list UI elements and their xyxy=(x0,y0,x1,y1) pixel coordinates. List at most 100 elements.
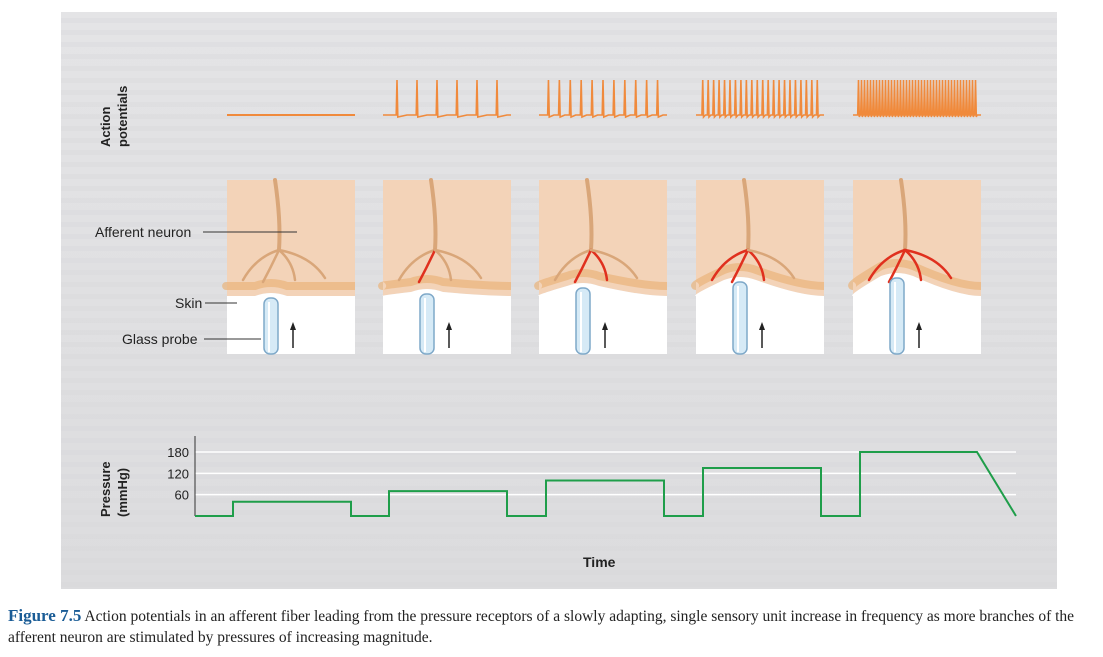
band xyxy=(61,138,1057,143)
band xyxy=(61,510,1057,515)
band xyxy=(61,534,1057,539)
band xyxy=(61,42,1057,47)
y-tick-label: 180 xyxy=(167,445,189,460)
band xyxy=(61,162,1057,167)
figure-caption: Figure 7.5 Action potentials in an affer… xyxy=(8,605,1098,648)
figure-drawing: Action potentials Afferent neuron Skin G… xyxy=(61,18,1057,587)
nerve-branch xyxy=(746,248,796,280)
band xyxy=(61,402,1057,407)
afferent-neuron-label: Afferent neuron xyxy=(95,224,191,240)
nerve-branch xyxy=(397,248,437,282)
band xyxy=(61,366,1057,371)
nerve-branch xyxy=(277,248,327,280)
nerve-branch xyxy=(277,248,297,282)
figure-panel: Action potentials Afferent neuron Skin G… xyxy=(61,12,1057,589)
band xyxy=(61,462,1057,467)
band xyxy=(61,66,1057,71)
nerve-branch xyxy=(433,248,453,282)
band xyxy=(61,126,1057,131)
spike-train xyxy=(383,79,511,118)
action-potential-traces xyxy=(227,79,981,119)
stimulated-branch xyxy=(887,248,907,284)
air-space xyxy=(226,293,355,354)
glass-probe xyxy=(732,281,748,355)
glass-probe xyxy=(575,287,591,355)
nerve-branch xyxy=(261,248,281,284)
skin-tissue xyxy=(538,180,667,296)
neuron-panel xyxy=(848,178,982,355)
band xyxy=(61,174,1057,179)
band xyxy=(61,30,1057,35)
neuron-panel xyxy=(534,178,668,355)
band xyxy=(61,54,1057,59)
band xyxy=(61,486,1057,491)
band xyxy=(61,354,1057,359)
neuron-panels xyxy=(222,178,982,355)
band xyxy=(61,570,1057,575)
nerve-branch xyxy=(589,248,639,280)
stimulated-branch xyxy=(710,248,750,282)
spike-train xyxy=(853,79,981,118)
pressure-title-2: (mmHg) xyxy=(115,468,130,517)
neuron-axon xyxy=(273,178,282,252)
skin-tissue xyxy=(382,180,511,296)
band xyxy=(61,474,1057,479)
neuron-axon xyxy=(899,178,908,252)
band xyxy=(61,150,1057,155)
nerve-branch xyxy=(553,248,593,282)
neuron-panel xyxy=(691,178,825,355)
band xyxy=(61,426,1057,431)
y-tick-label: 120 xyxy=(167,466,189,481)
spike-train xyxy=(539,79,667,119)
air-space xyxy=(382,289,511,354)
air-space xyxy=(538,283,667,354)
skin-label: Skin xyxy=(175,295,202,311)
band xyxy=(61,498,1057,503)
pressure-title-1: Pressure xyxy=(98,461,113,517)
up-arrow-head xyxy=(916,322,922,330)
time-axis-label: Time xyxy=(583,554,616,570)
band xyxy=(61,522,1057,527)
action-potentials-title-2: potentials xyxy=(115,86,130,147)
stimulated-branch xyxy=(573,248,593,284)
glass-probe-label: Glass probe xyxy=(122,331,198,347)
y-tick-label: 60 xyxy=(175,488,189,503)
stimulated-branch xyxy=(417,248,437,284)
skin-tissue xyxy=(226,180,355,296)
neuron-axon xyxy=(742,178,751,252)
skin-surface xyxy=(534,269,668,290)
pressure-trace xyxy=(195,451,1017,517)
neuron-panel xyxy=(378,178,512,355)
up-arrow-head xyxy=(602,322,608,330)
air-space xyxy=(852,273,981,354)
neuron-panel xyxy=(222,178,355,355)
band xyxy=(61,546,1057,551)
action-potentials-title-1: Action xyxy=(98,107,113,148)
skin-surface xyxy=(691,263,825,290)
stimulated-branch xyxy=(730,248,750,284)
figure-number: Figure 7.5 xyxy=(8,606,82,625)
stimulated-branch xyxy=(746,248,766,282)
glass-probe xyxy=(263,297,279,355)
stimulated-branch xyxy=(867,248,907,282)
up-arrow-head xyxy=(290,322,296,330)
glass-probe xyxy=(889,277,905,355)
skin-surface xyxy=(222,279,355,291)
band xyxy=(61,414,1057,419)
neuron-axon xyxy=(585,178,594,252)
pressure-tick-labels: 180 120 60 xyxy=(167,445,189,503)
stimulated-branch xyxy=(903,248,953,280)
air-space xyxy=(695,277,824,354)
band xyxy=(61,378,1057,383)
nerve-branch xyxy=(433,248,483,280)
nerve-branch xyxy=(241,248,281,282)
band xyxy=(61,390,1057,395)
band xyxy=(61,438,1057,443)
glass-probe xyxy=(419,293,435,355)
caption-text: Action potentials in an afferent fiber l… xyxy=(8,608,1075,646)
up-arrow-head xyxy=(446,322,452,330)
band xyxy=(61,582,1057,587)
band xyxy=(61,114,1057,119)
stimulated-branch xyxy=(589,248,609,282)
band xyxy=(61,558,1057,563)
